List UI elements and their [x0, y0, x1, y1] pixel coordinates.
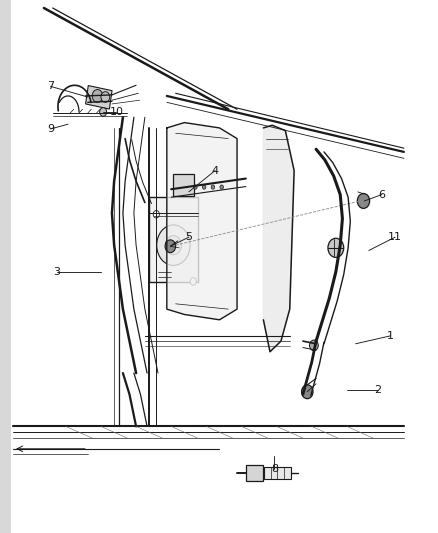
Circle shape [170, 242, 176, 248]
Circle shape [165, 236, 181, 255]
Text: 6: 6 [378, 190, 385, 199]
Circle shape [202, 185, 205, 189]
Circle shape [193, 185, 197, 189]
Circle shape [99, 108, 106, 116]
Bar [245, 465, 263, 481]
Bar [149, 197, 197, 282]
Circle shape [165, 240, 175, 253]
Circle shape [309, 340, 318, 351]
Text: 11: 11 [387, 232, 401, 242]
Polygon shape [166, 123, 237, 320]
Circle shape [357, 193, 369, 208]
Text: 9: 9 [47, 124, 54, 134]
Bar [85, 86, 112, 109]
Text: 3: 3 [53, 267, 60, 277]
Text: 10: 10 [109, 107, 123, 117]
Bar [264, 467, 290, 479]
Polygon shape [263, 125, 293, 352]
Circle shape [327, 238, 343, 257]
Text: 8: 8 [270, 464, 277, 474]
Circle shape [101, 92, 110, 102]
Text: 4: 4 [211, 166, 218, 175]
Text: 1: 1 [386, 331, 393, 341]
Circle shape [153, 211, 159, 218]
Bar [0, 0, 11, 533]
Circle shape [301, 385, 312, 399]
Bar [173, 174, 194, 196]
Circle shape [156, 225, 190, 265]
Circle shape [219, 185, 223, 189]
Text: 5: 5 [185, 232, 192, 242]
Circle shape [190, 278, 196, 285]
Circle shape [92, 90, 102, 102]
Text: 7: 7 [47, 82, 54, 91]
Text: 2: 2 [373, 385, 380, 395]
Circle shape [211, 185, 214, 189]
